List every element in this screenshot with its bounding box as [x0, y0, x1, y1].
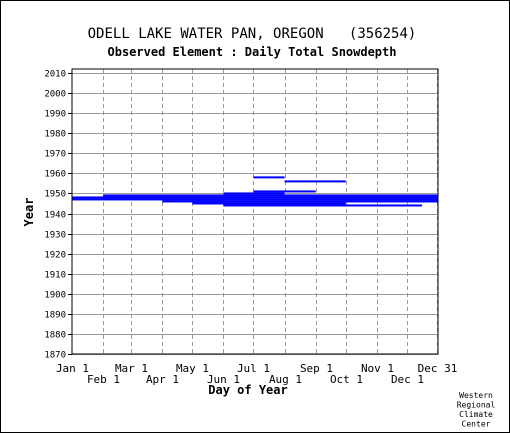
y-tick-label: 1930 [44, 231, 66, 241]
snow-depth-segment-1951 [253, 190, 316, 193]
plot-area [71, 68, 439, 355]
y-tick-label: 1970 [44, 150, 66, 160]
credit-line: Climate [459, 410, 493, 419]
x-tick-label: Jul 1 [237, 362, 270, 375]
credit-line: Center [462, 420, 491, 429]
x-tick-label: Dec 1 [391, 373, 424, 386]
x-axis-label: Day of Year [208, 383, 287, 397]
y-tick-label: 1990 [44, 110, 66, 120]
y-tick-label: 1940 [44, 211, 66, 221]
chart-title: ODELL LAKE WATER PAN, OREGON (356254) [88, 26, 417, 42]
data-segments [72, 176, 438, 207]
snow-depth-segment-1944 [223, 204, 422, 207]
snow-depth-segment-1946 [162, 200, 438, 203]
y-tick-label: 2010 [44, 70, 66, 80]
y-tick-label: 1870 [44, 351, 66, 361]
snow-depth-segment-1949 [103, 194, 438, 197]
y-tick-label: 1960 [44, 170, 66, 180]
x-tick-label: Nov 1 [361, 362, 394, 375]
chart-subtitle: Observed Element : Daily Total Snowdepth [108, 45, 397, 59]
snow-depth-segment-1945 [192, 202, 346, 205]
snow-depth-segment-1958 [253, 176, 285, 179]
y-tick-label: 1950 [44, 190, 66, 200]
y-tick-label: 1910 [44, 271, 66, 281]
credit-line: Western [459, 391, 493, 400]
y-tick-label: 1900 [44, 291, 66, 301]
x-tick-label: Mar 1 [115, 362, 148, 375]
y-tick-label: 1980 [44, 130, 66, 140]
x-tick-label: Oct 1 [330, 373, 363, 386]
x-tick-label: Jan 1 [56, 362, 89, 375]
y-tick-label: 2000 [44, 90, 66, 100]
x-tick-label: May 1 [176, 362, 209, 375]
credit-line: Regional [457, 401, 496, 410]
y-axis-label: Year [22, 198, 36, 227]
snow-depth-segment-1950 [223, 192, 285, 195]
x-tick-label: Feb 1 [87, 373, 120, 386]
grid [72, 69, 438, 355]
y-tick-label: 1880 [44, 331, 66, 341]
x-tick-label: Dec 31 [418, 362, 458, 375]
x-tick-label: Jun 1 [207, 373, 240, 386]
x-tick-label: Apr 1 [146, 373, 179, 386]
y-tick-label: 1890 [44, 311, 66, 321]
y-tick-label: 1920 [44, 251, 66, 261]
x-tick-label: Sep 1 [300, 362, 333, 375]
snow-depth-segment-1956 [284, 180, 346, 183]
y-tick-labels: 1870 1880 1890 1900 1910 1920 1930 1940 1950 1960… [44, 70, 72, 361]
snow-depth-segment-1948 [72, 196, 438, 199]
snow-depth-segment-1947 [72, 198, 438, 201]
x-tick-label: Aug 1 [269, 373, 302, 386]
